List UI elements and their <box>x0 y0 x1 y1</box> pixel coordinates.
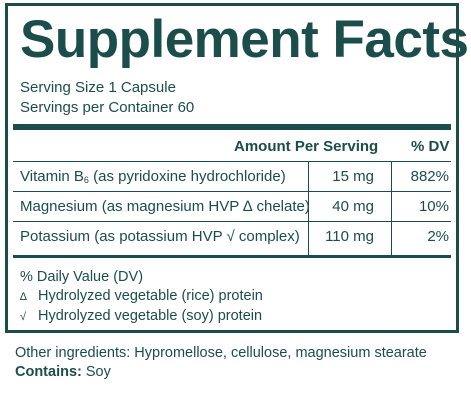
footnote-text: Hydrolyzed vegetable (soy) protein <box>38 308 263 324</box>
column-divider <box>308 161 309 257</box>
nutrient-dv: 2% <box>427 228 449 245</box>
nutrient-name-main: Vitamin B <box>20 168 84 185</box>
nutrient-row: Vitamin B6 (as pyridoxine hydrochloride)… <box>8 164 456 190</box>
nutrient-row: Magnesium (as magnesium HVP ∆ chelate) 4… <box>8 194 456 220</box>
nutrient-amount: 110 mg <box>325 228 374 245</box>
nutrient-name-rest: (as pyridoxine hydrochloride) <box>88 168 286 185</box>
check-root-symbol-icon: √ <box>20 311 27 323</box>
supplement-facts-panel: Supplement Facts Serving Size 1 Capsule … <box>5 3 469 333</box>
contains-label: Contains: <box>15 364 82 380</box>
ingredients-section: Other ingredients: Hypromellose, cellulo… <box>15 344 427 382</box>
serving-info: Serving Size 1 Capsule Servings per Cont… <box>20 78 194 118</box>
header-divider <box>13 161 451 162</box>
serving-size: Serving Size 1 Capsule <box>20 79 176 96</box>
nutrient-name-subscript: 6 <box>83 175 89 185</box>
daily-value-header: % DV <box>411 138 450 155</box>
amount-per-serving-header: Amount Per Serving <box>234 138 379 155</box>
nutrient-dv: 10% <box>418 198 449 215</box>
nutrient-amount: 15 mg <box>332 168 374 185</box>
thick-divider <box>13 124 451 130</box>
column-divider <box>391 161 392 257</box>
contains-value: Soy <box>81 364 111 380</box>
nutrient-row: Potassium (as potassium HVP √ complex) 1… <box>8 224 456 250</box>
delta-symbol-icon: ∆ <box>20 291 27 303</box>
footnote-text: Hydrolyzed vegetable (rice) protein <box>38 288 263 304</box>
daily-value-footnote: % Daily Value (DV) <box>20 269 144 285</box>
footnote-item: ∆ Hydrolyzed vegetable (rice) protein <box>20 287 263 307</box>
other-ingredients: Other ingredients: Hypromellose, cellulo… <box>15 345 427 361</box>
nutrient-dv: 882% <box>410 168 449 185</box>
nutrient-name: Magnesium (as magnesium HVP ∆ chelate) <box>20 198 310 215</box>
footnote-item: √ Hydrolyzed vegetable (soy) protein <box>20 307 263 327</box>
row-divider <box>13 221 451 222</box>
servings-per-container: Servings per Container 60 <box>20 99 195 116</box>
bottom-divider <box>13 255 451 258</box>
nutrient-amount: 40 mg <box>332 198 374 215</box>
nutrient-name: Potassium (as potassium HVP √ complex) <box>20 228 300 245</box>
panel-title: Supplement Facts <box>20 10 469 69</box>
footnotes: % Daily Value (DV) ∆ Hydrolyzed vegetable… <box>20 268 263 327</box>
allergen-statement: Contains: Soy <box>15 363 427 382</box>
nutrient-name: Vitamin B6 (as pyridoxine hydrochloride) <box>20 164 286 193</box>
row-divider <box>13 191 451 192</box>
